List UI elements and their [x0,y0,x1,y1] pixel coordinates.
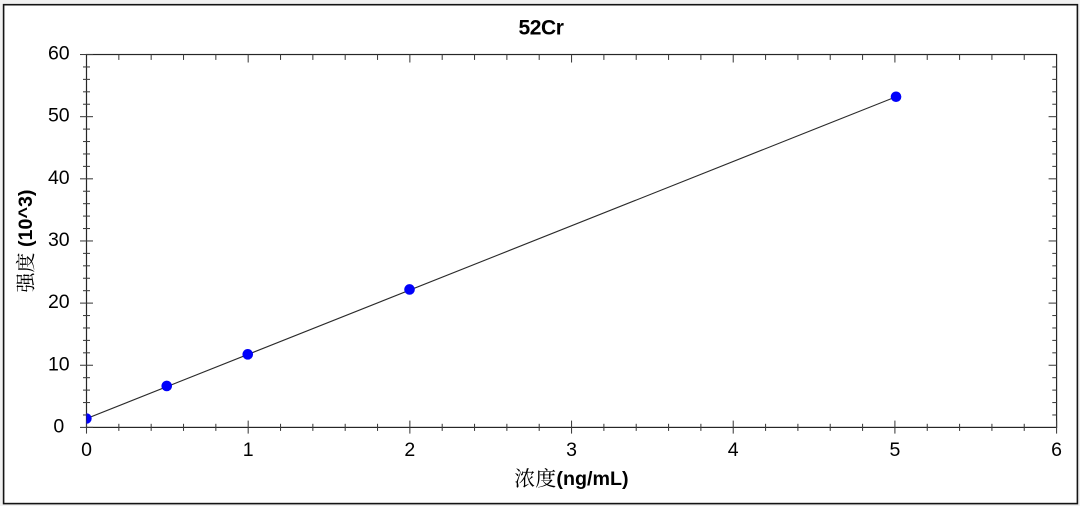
svg-text:0: 0 [53,415,64,437]
svg-text:2: 2 [404,439,415,461]
svg-text:20: 20 [48,291,70,313]
svg-text:40: 40 [48,167,70,189]
svg-text:(10^3): (10^3) [15,190,37,247]
svg-text:(ng/mL): (ng/mL) [556,468,628,490]
svg-text:10: 10 [48,353,70,375]
svg-text:50: 50 [48,105,70,127]
svg-text:52Cr: 52Cr [518,17,563,40]
svg-text:30: 30 [48,229,70,251]
svg-text:4: 4 [728,439,739,461]
svg-text:0: 0 [81,439,92,461]
svg-text:1: 1 [243,439,254,461]
svg-text:5: 5 [889,439,900,461]
svg-text:60: 60 [48,43,70,65]
svg-text:3: 3 [566,439,577,461]
svg-text:6: 6 [1051,439,1062,461]
